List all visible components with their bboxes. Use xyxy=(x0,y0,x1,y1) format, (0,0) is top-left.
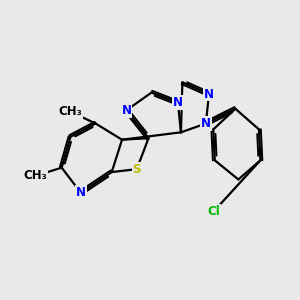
Text: N: N xyxy=(76,186,86,199)
Text: N: N xyxy=(201,117,211,130)
Text: N: N xyxy=(204,88,214,100)
Text: CH₃: CH₃ xyxy=(58,105,82,118)
Text: N: N xyxy=(173,96,183,110)
Text: N: N xyxy=(122,104,131,117)
Text: Cl: Cl xyxy=(207,205,220,218)
Text: S: S xyxy=(133,163,141,176)
Text: CH₃: CH₃ xyxy=(23,169,47,182)
